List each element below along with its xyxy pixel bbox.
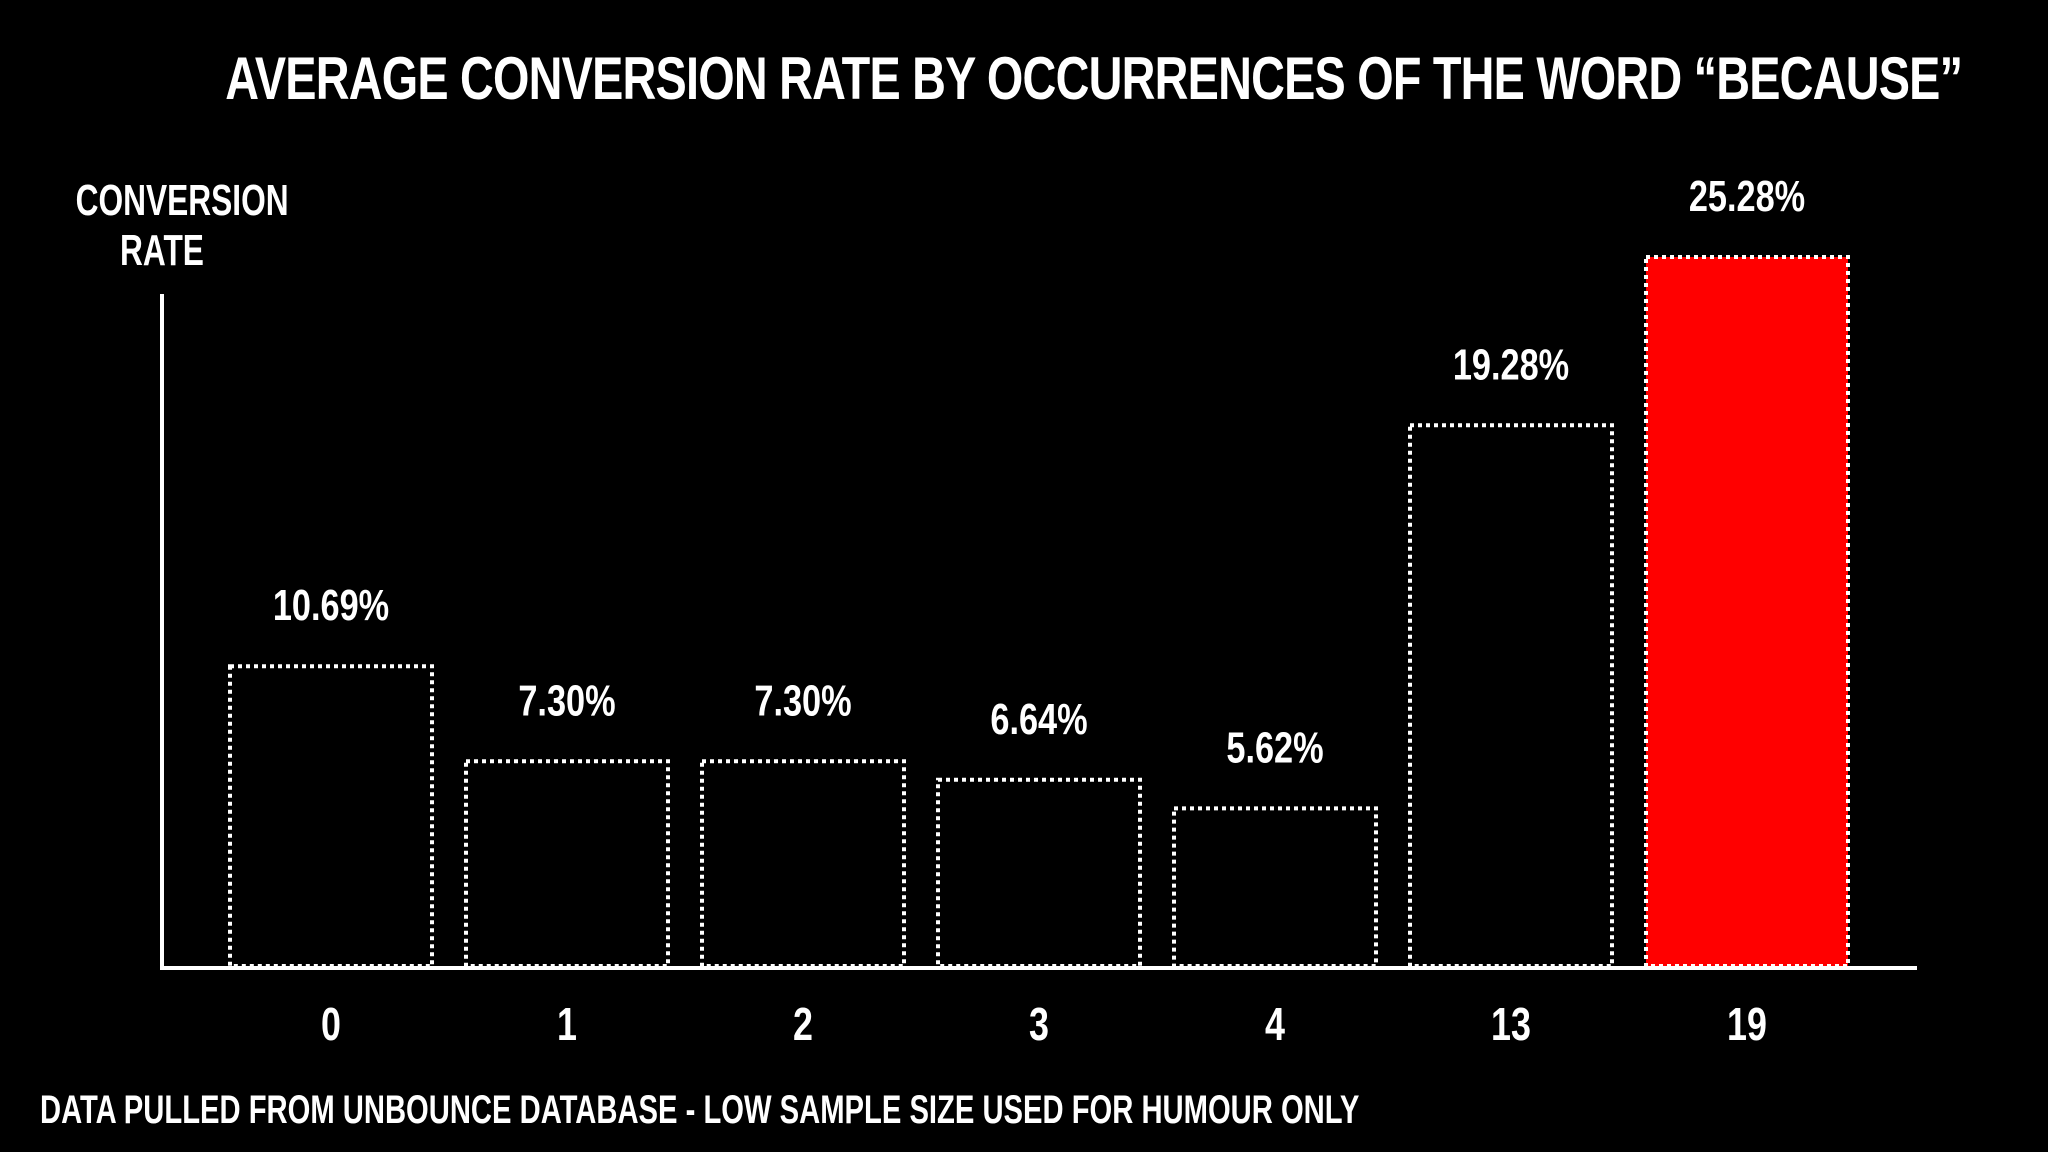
footnote: DATA PULLED FROM UNBOUNCE DATABASE - LOW… (40, 1088, 1360, 1132)
x-tick-label: 0 (321, 999, 341, 1050)
bar-value-label: 19.28% (1453, 340, 1569, 389)
bar (228, 664, 434, 968)
bars-layer: 10.69% 0 7.30% 1 7.30% 2 6.64% 3 5.62% 4 19.28% 13 2… (228, 172, 1850, 1050)
chart-title: AVERAGE CONVERSION RATE BY OCCURRENCES O… (225, 45, 1963, 112)
bar-value-label: 7.30% (518, 676, 615, 725)
bar (1172, 806, 1378, 969)
bar-value-label: 25.28% (1689, 172, 1805, 221)
bar (936, 777, 1142, 969)
bar-value-label: 6.64% (990, 695, 1087, 744)
bar (700, 759, 906, 968)
x-tick-label: 13 (1491, 999, 1531, 1050)
x-tick-label: 3 (1029, 999, 1049, 1050)
bar-value-label: 5.62% (1226, 723, 1323, 772)
bar (464, 759, 670, 968)
x-tick-label: 2 (793, 999, 813, 1050)
x-tick-label: 19 (1727, 999, 1767, 1050)
bar-value-label: 10.69% (273, 581, 389, 630)
bar-highlighted (1644, 255, 1850, 968)
bar (1408, 423, 1614, 968)
x-tick-label: 4 (1265, 999, 1285, 1050)
bar-value-label: 7.30% (754, 676, 851, 725)
x-tick-label: 1 (557, 999, 577, 1050)
